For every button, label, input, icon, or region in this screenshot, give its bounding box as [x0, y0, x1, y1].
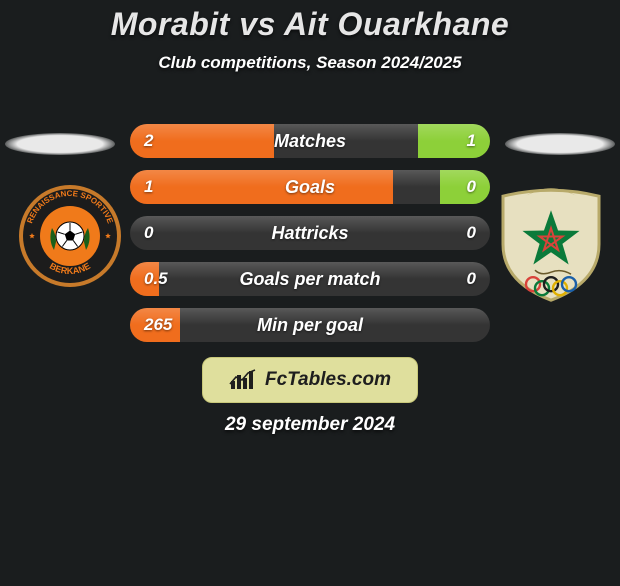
- subtitle: Club competitions, Season 2024/2025: [0, 53, 620, 73]
- stat-value-left: 1: [144, 170, 153, 204]
- bar-shine: [130, 308, 490, 325]
- stat-row: Matches21: [130, 124, 490, 158]
- brand-text: FcTables.com: [265, 369, 391, 391]
- left-team-logo: RENAISSANCE SPORTIVE BERKANE: [18, 184, 122, 288]
- stat-label: Hattricks: [130, 216, 490, 250]
- bar-chart-icon: [229, 369, 257, 391]
- right-logo-shadow: [505, 133, 615, 155]
- stat-value-right: 0: [467, 262, 476, 296]
- bar-shine: [130, 262, 490, 279]
- stat-value-left: 0.5: [144, 262, 168, 296]
- page-title: Morabit vs Ait Ouarkhane: [0, 6, 620, 43]
- stat-value-left: 265: [144, 308, 172, 342]
- stat-value-right: 1: [467, 124, 476, 158]
- fctables-badge: FcTables.com: [202, 357, 418, 403]
- stat-row: Min per goal265: [130, 308, 490, 342]
- bar-shine: [130, 216, 490, 233]
- stat-bar-right: [418, 124, 490, 158]
- left-logo-shadow: [5, 133, 115, 155]
- stat-label: Min per goal: [130, 308, 490, 342]
- stat-label: Goals per match: [130, 262, 490, 296]
- stat-value-left: 2: [144, 124, 153, 158]
- date-text: 29 september 2024: [0, 414, 620, 436]
- right-team-logo: [495, 182, 607, 316]
- stat-row: Goals per match0.5 0: [130, 262, 490, 296]
- stat-row: Goals10: [130, 170, 490, 204]
- stat-bar-left: [130, 170, 393, 204]
- stat-bar-right: [440, 170, 490, 204]
- stat-value-right: 0: [467, 170, 476, 204]
- stat-row: Hattricks0 0: [130, 216, 490, 250]
- stat-value-left: 0: [144, 216, 153, 250]
- stat-value-right: 0: [467, 216, 476, 250]
- stats-panel: Matches21Goals10Hattricks00Goals per mat…: [130, 124, 490, 354]
